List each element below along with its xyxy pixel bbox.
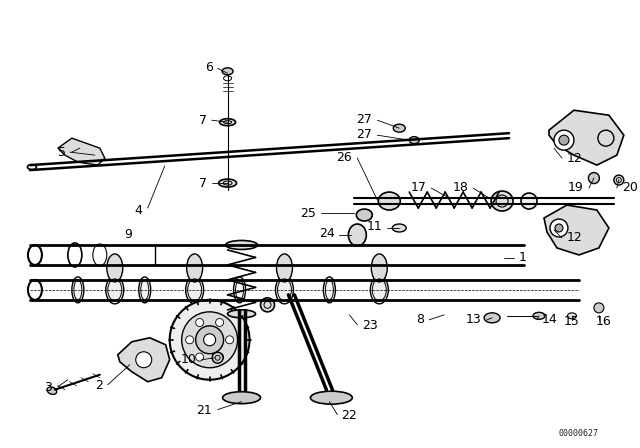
Polygon shape [549,110,624,165]
Text: 17: 17 [410,181,426,194]
Ellipse shape [533,312,545,319]
Ellipse shape [228,310,255,318]
Circle shape [186,336,194,344]
Text: 3: 3 [44,381,52,394]
Circle shape [196,353,204,361]
Ellipse shape [323,277,335,303]
Circle shape [598,130,614,146]
Ellipse shape [219,179,237,187]
Circle shape [136,352,152,368]
Circle shape [170,300,250,380]
Polygon shape [58,138,105,165]
Text: 11: 11 [367,220,382,233]
Polygon shape [118,338,170,382]
Text: 7: 7 [198,114,207,127]
Ellipse shape [371,254,387,282]
Text: 22: 22 [341,409,357,422]
Text: 12: 12 [567,151,582,164]
Text: 18: 18 [452,181,468,194]
Polygon shape [544,205,609,255]
Ellipse shape [371,276,388,304]
Ellipse shape [491,191,513,211]
Ellipse shape [260,298,275,312]
Text: 14: 14 [542,313,557,326]
Circle shape [550,219,568,237]
Ellipse shape [186,276,204,304]
Ellipse shape [310,391,353,404]
Text: 23: 23 [362,319,378,332]
Text: 9: 9 [124,228,132,241]
Ellipse shape [139,277,151,303]
Text: 27: 27 [356,128,372,141]
Ellipse shape [28,164,36,170]
Ellipse shape [588,172,600,184]
Ellipse shape [409,137,419,144]
Ellipse shape [225,241,257,250]
Ellipse shape [276,254,292,282]
Ellipse shape [106,276,124,304]
Ellipse shape [47,387,57,394]
Text: 00000627: 00000627 [559,429,599,438]
Ellipse shape [187,254,203,282]
Circle shape [196,319,204,327]
Circle shape [554,130,574,150]
Ellipse shape [212,352,223,363]
Ellipse shape [484,313,500,323]
Ellipse shape [392,224,406,232]
Text: 7: 7 [198,177,207,190]
Text: 13: 13 [465,313,481,326]
Ellipse shape [393,124,405,132]
Ellipse shape [223,392,260,404]
Text: 26: 26 [337,151,353,164]
Circle shape [216,319,223,327]
Text: 25: 25 [301,207,316,220]
Text: 21: 21 [196,404,212,417]
Ellipse shape [107,254,123,282]
Ellipse shape [568,313,577,319]
Ellipse shape [275,276,294,304]
Ellipse shape [234,277,246,303]
Text: 8: 8 [416,313,424,326]
Circle shape [555,224,563,232]
Ellipse shape [614,175,624,185]
Text: 15: 15 [564,315,580,328]
Text: 2: 2 [95,379,103,392]
Text: 5: 5 [58,146,66,159]
Ellipse shape [222,68,233,75]
Ellipse shape [72,277,84,303]
Text: 4: 4 [135,203,143,216]
Ellipse shape [521,193,537,209]
Text: 10: 10 [180,353,196,366]
Text: 1: 1 [519,251,527,264]
Circle shape [225,336,234,344]
Circle shape [196,326,223,354]
Ellipse shape [594,303,604,313]
Circle shape [182,312,237,368]
Circle shape [216,353,223,361]
Text: 24: 24 [319,228,334,241]
Text: 6: 6 [205,61,212,74]
Ellipse shape [348,224,366,246]
Text: 20: 20 [622,181,637,194]
Circle shape [204,334,216,346]
Text: 19: 19 [568,181,584,194]
Text: 16: 16 [596,315,612,328]
Ellipse shape [28,245,42,265]
Ellipse shape [220,119,236,126]
Ellipse shape [28,280,42,300]
Ellipse shape [378,192,400,210]
Ellipse shape [356,209,372,221]
Text: 12: 12 [567,232,582,245]
Text: 27: 27 [356,113,372,126]
Circle shape [559,135,569,145]
